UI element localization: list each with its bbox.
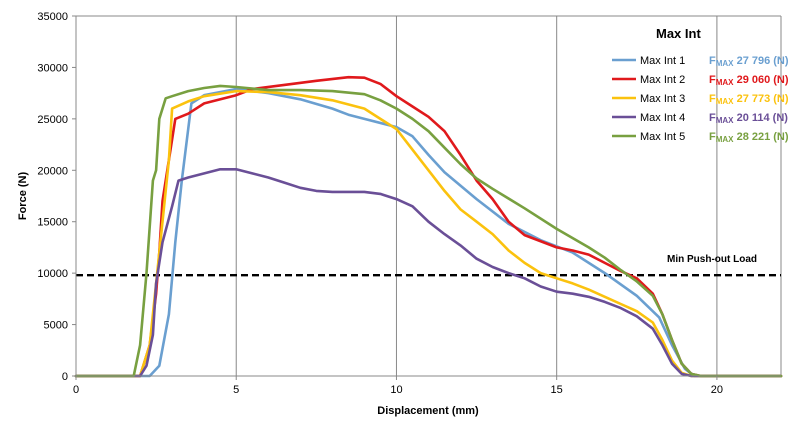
y-tick-label-35000: 35000 [37,11,68,23]
y-tick-label-25000: 25000 [37,114,68,126]
series-line-4 [74,168,783,378]
legend-fmax-1: FMAX 27 796 (N) [709,55,789,68]
reference-line-label: Min Push-out Load [667,254,757,265]
x-tick-label-20: 20 [711,384,723,396]
x-tick-label-15: 15 [551,384,563,396]
legend-fmax-2: FMAX 29 060 (N) [709,74,789,87]
series-line-3 [74,89,783,378]
reference-line-group: Min Push-out Load [76,254,781,277]
legend: Max Int Max Int 1 FMAX 27 796 (N) Max Int … [612,26,789,144]
axes [72,15,781,380]
legend-label-1: Max Int 1 [640,55,685,67]
y-tick-label-10000: 10000 [37,268,68,280]
legend-fmax-3: FMAX 27 773 (N) [709,93,789,106]
legend-label-4: Max Int 4 [640,112,685,124]
x-tick-label-10: 10 [390,384,402,396]
legend-label-5: Max Int 5 [640,131,685,143]
y-tick-label-20000: 20000 [37,165,68,177]
y-tick-label-15000: 15000 [37,217,68,229]
series-line-5 [74,84,783,378]
x-axis-title: Displacement (mm) [377,405,479,417]
series-lines [74,75,783,378]
y-axis-title: Force (N) [17,172,29,221]
legend-label-3: Max Int 3 [640,93,685,105]
legend-label-2: Max Int 2 [640,74,685,86]
legend-fmax-4: FMAX 20 114 (N) [709,112,788,125]
y-tick-label-0: 0 [62,371,68,383]
x-tick-label-5: 5 [233,384,239,396]
series-line-1 [74,87,783,378]
y-tick-label-5000: 5000 [44,320,68,332]
x-tick-label-0: 0 [73,384,79,396]
grid-lines [76,15,782,376]
legend-fmax-5: FMAX 28 221 (N) [709,131,789,144]
tick-labels: 0 5 10 15 20 0 5000 10000 15000 20000 25000 30000 35… [37,11,723,396]
legend-title: Max Int [656,26,701,41]
y-tick-label-30000: 30000 [37,62,68,74]
